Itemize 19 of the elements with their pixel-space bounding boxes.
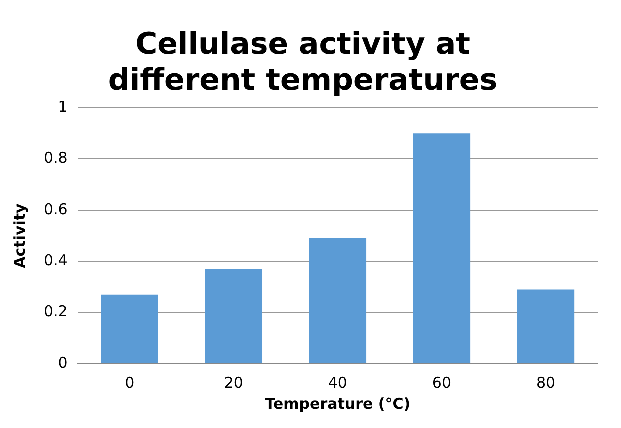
x-tick-label: 60 [432,374,452,392]
y-tick-label: 0.8 [44,149,68,168]
bar [205,269,263,364]
x-tick-label: 0 [125,374,135,392]
bar [101,294,158,364]
bar [517,290,575,364]
y-tick-label: 0.4 [44,251,68,270]
y-tick-label: 1 [58,98,68,116]
y-tick-label: 0 [58,354,68,372]
chart-title: Cellulase activity at different temperatures [108,26,498,98]
x-tick-label: 20 [224,374,244,392]
x-tick-label: 80 [536,374,556,392]
x-axis-title: Temperature (°C) [265,394,411,413]
y-tick-label: 0.6 [44,200,68,218]
bar [413,134,471,364]
y-tick-label: 0.2 [44,302,68,321]
y-axis-title: Activity [10,203,29,268]
x-tick-label: 40 [328,374,348,392]
bar [309,238,367,364]
